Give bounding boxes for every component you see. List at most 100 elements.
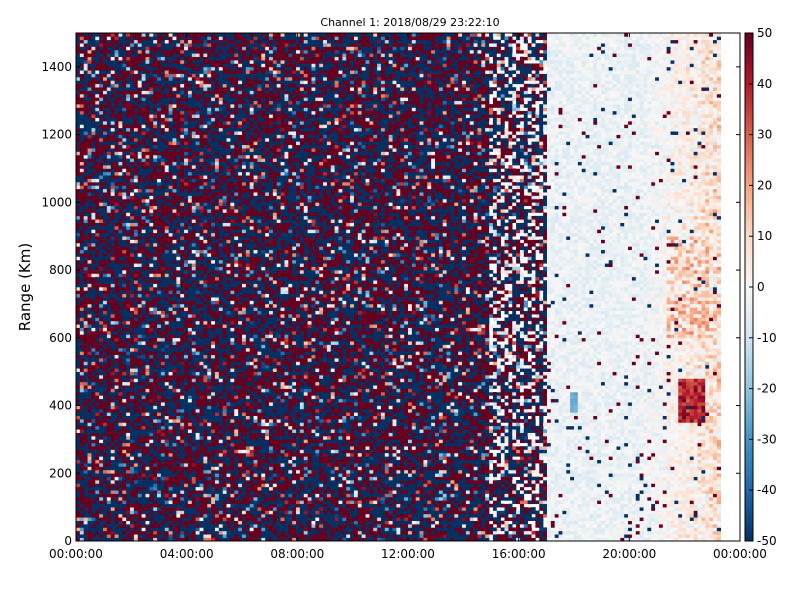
heatmap-cell (87, 198, 92, 203)
heatmap-cell (118, 56, 123, 61)
heatmap-cell (145, 165, 150, 169)
heatmap-cell (195, 415, 200, 420)
heatmap-cell (153, 520, 158, 525)
heatmap-cell (79, 161, 85, 166)
heatmap-cell (153, 202, 158, 207)
heatmap-cell (149, 60, 154, 64)
heatmap-cell (137, 33, 142, 37)
heatmap-cell (79, 175, 85, 179)
heatmap-cell (153, 93, 158, 98)
heatmap-cell (157, 97, 162, 102)
heatmap-cell (145, 100, 150, 105)
heatmap-cell (164, 327, 169, 332)
heatmap-cell (133, 165, 139, 169)
heatmap-cell (153, 300, 158, 305)
heatmap-cell (164, 226, 169, 230)
heatmap-cell (106, 151, 112, 156)
heatmap-cell (180, 175, 185, 179)
heatmap-cell (87, 46, 92, 51)
heatmap-cell (195, 53, 200, 58)
heatmap-cell (176, 385, 181, 389)
heatmap-cell (184, 192, 189, 196)
heatmap-cell (180, 263, 185, 267)
heatmap-cell (91, 456, 96, 461)
heatmap-cell (87, 449, 92, 454)
heatmap-cell (145, 317, 150, 322)
heatmap-cell (95, 100, 100, 105)
heatmap-cell (122, 242, 127, 247)
heatmap-cell (157, 242, 162, 247)
heatmap-cell (195, 226, 200, 230)
heatmap-cell (106, 432, 112, 437)
heatmap-cell (141, 439, 146, 444)
heatmap-cell (133, 510, 139, 515)
heatmap-cell (149, 388, 154, 393)
heatmap-cell (103, 290, 108, 295)
heatmap-cell (133, 500, 139, 505)
heatmap-cell (79, 73, 85, 78)
heatmap-cell (176, 46, 181, 51)
heatmap-cell (79, 337, 85, 342)
heatmap-cell (137, 148, 142, 152)
heatmap-cell (180, 198, 185, 203)
heatmap-cell (106, 154, 112, 159)
heatmap-cell (99, 317, 104, 322)
heatmap-cell (153, 121, 158, 125)
heatmap-cell (180, 534, 185, 538)
heatmap-cell (164, 43, 169, 47)
heatmap-cell (110, 432, 115, 437)
heatmap-cell (157, 185, 162, 190)
heatmap-cell (114, 239, 119, 244)
heatmap-cell (106, 317, 112, 322)
heatmap-cell (133, 351, 139, 356)
heatmap-cell (195, 273, 200, 278)
heatmap-cell (145, 171, 150, 176)
heatmap-cell (164, 429, 169, 433)
heatmap-cell (110, 466, 115, 471)
heatmap-cell (110, 232, 115, 237)
heatmap-cell (83, 490, 88, 494)
heatmap-cell (160, 408, 166, 413)
heatmap-cell (164, 80, 169, 85)
heatmap-cell (103, 246, 108, 251)
heatmap-cell (130, 127, 135, 132)
heatmap-cell (95, 354, 100, 359)
heatmap-cell (153, 463, 158, 467)
heatmap-cell (160, 381, 166, 386)
heatmap-cell (83, 364, 88, 369)
heatmap-cell (83, 249, 88, 254)
heatmap-cell (195, 270, 200, 274)
heatmap-cell (160, 442, 166, 447)
heatmap-cell (118, 77, 123, 81)
heatmap-cell (130, 263, 135, 267)
heatmap-cell (114, 469, 119, 474)
heatmap-cell (153, 493, 158, 498)
heatmap-cell (184, 229, 189, 234)
heatmap-cell (137, 385, 142, 389)
heatmap-cell (83, 483, 88, 488)
heatmap-cell (141, 178, 146, 183)
heatmap-cell (157, 239, 162, 244)
heatmap-cell (95, 49, 100, 54)
heatmap-cell (199, 151, 204, 156)
heatmap-cell (168, 344, 173, 349)
heatmap-cell (153, 39, 158, 44)
heatmap-cell (110, 368, 115, 372)
heatmap-cell (110, 388, 115, 393)
heatmap-cell (99, 354, 104, 359)
heatmap-cell (176, 195, 181, 200)
heatmap-cell (184, 263, 189, 267)
heatmap-cell (118, 341, 123, 345)
heatmap-cell (76, 273, 81, 278)
heatmap-cell (137, 442, 142, 447)
heatmap-cell (157, 192, 162, 196)
heatmap-cell (110, 415, 115, 420)
heatmap-cell (79, 195, 85, 200)
heatmap-cell (95, 270, 100, 274)
heatmap-cell (91, 442, 96, 447)
heatmap-cell (191, 90, 196, 95)
heatmap-cell (199, 402, 204, 406)
heatmap-cell (110, 100, 115, 105)
heatmap-cell (145, 151, 150, 156)
heatmap-cell (195, 446, 200, 450)
